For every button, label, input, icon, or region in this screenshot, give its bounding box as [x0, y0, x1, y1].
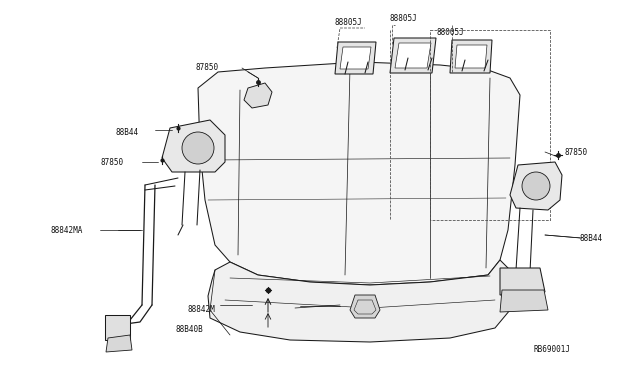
Text: 88005J: 88005J [437, 28, 465, 36]
Polygon shape [335, 42, 376, 74]
Circle shape [182, 132, 214, 164]
Text: 88805J: 88805J [390, 13, 418, 22]
Text: 88B40B: 88B40B [175, 326, 203, 334]
Polygon shape [208, 260, 510, 342]
Circle shape [522, 172, 550, 200]
Polygon shape [500, 268, 545, 295]
Text: 88B44: 88B44 [115, 128, 138, 137]
Polygon shape [350, 295, 380, 318]
Polygon shape [500, 290, 548, 312]
Polygon shape [105, 315, 130, 340]
Text: 87850: 87850 [100, 157, 123, 167]
Polygon shape [106, 335, 132, 352]
Text: 88805J: 88805J [335, 17, 363, 26]
Polygon shape [198, 62, 520, 285]
Polygon shape [510, 162, 562, 210]
Text: 87850: 87850 [196, 62, 219, 71]
Text: 88B44: 88B44 [580, 234, 603, 243]
Polygon shape [162, 120, 225, 172]
Polygon shape [340, 47, 371, 69]
Polygon shape [244, 83, 272, 108]
Polygon shape [455, 45, 487, 68]
Text: 88842MA: 88842MA [50, 225, 83, 234]
Polygon shape [450, 40, 492, 73]
Text: 87850: 87850 [565, 148, 588, 157]
Text: 88842M: 88842M [188, 305, 216, 314]
Polygon shape [395, 43, 431, 68]
Polygon shape [390, 38, 436, 73]
Text: RB69001J: RB69001J [534, 346, 571, 355]
